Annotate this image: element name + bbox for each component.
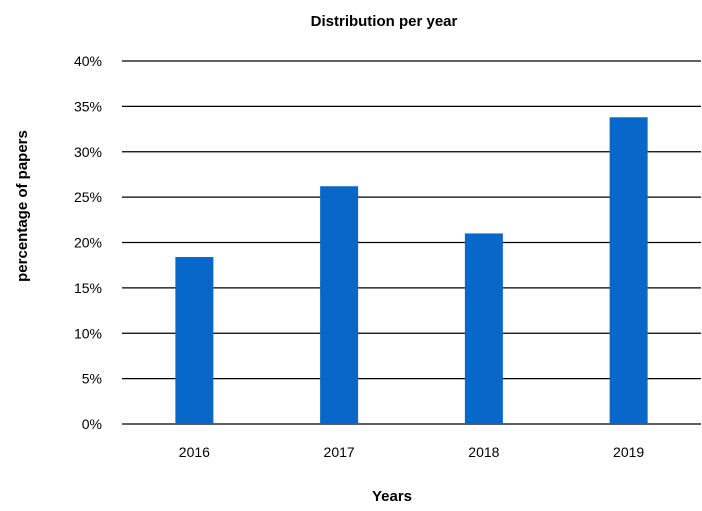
- chart-title: Distribution per year: [311, 13, 458, 30]
- y-axis-ticks: 0% 5% 10% 15% 20% 25% 30% 35% 40%: [74, 53, 102, 432]
- y-tick-label: 20%: [74, 235, 102, 251]
- y-tick-label: 35%: [74, 98, 102, 114]
- y-tick-label: 15%: [74, 280, 102, 296]
- bar-2017: [320, 186, 359, 424]
- gridlines: [122, 60, 701, 425]
- y-tick-label: 40%: [74, 53, 102, 69]
- y-tick-label: 25%: [74, 189, 102, 205]
- x-axis-ticks: 2016 2017 2018 2019: [179, 444, 645, 460]
- y-tick-label: 30%: [74, 144, 102, 160]
- x-axis-title: Years: [372, 488, 412, 505]
- bar-2016: [175, 257, 214, 424]
- x-tick-label: 2018: [468, 444, 499, 460]
- bar-2019: [609, 117, 648, 424]
- y-tick-label: 10%: [74, 325, 102, 341]
- bar-2018: [464, 233, 503, 424]
- y-tick-label: 5%: [82, 371, 102, 387]
- bars: [175, 117, 648, 424]
- x-tick-label: 2019: [613, 444, 644, 460]
- y-tick-label: 0%: [82, 416, 102, 432]
- x-tick-label: 2016: [179, 444, 210, 460]
- y-axis-title: percentage of papers: [14, 130, 31, 282]
- x-tick-label: 2017: [324, 444, 355, 460]
